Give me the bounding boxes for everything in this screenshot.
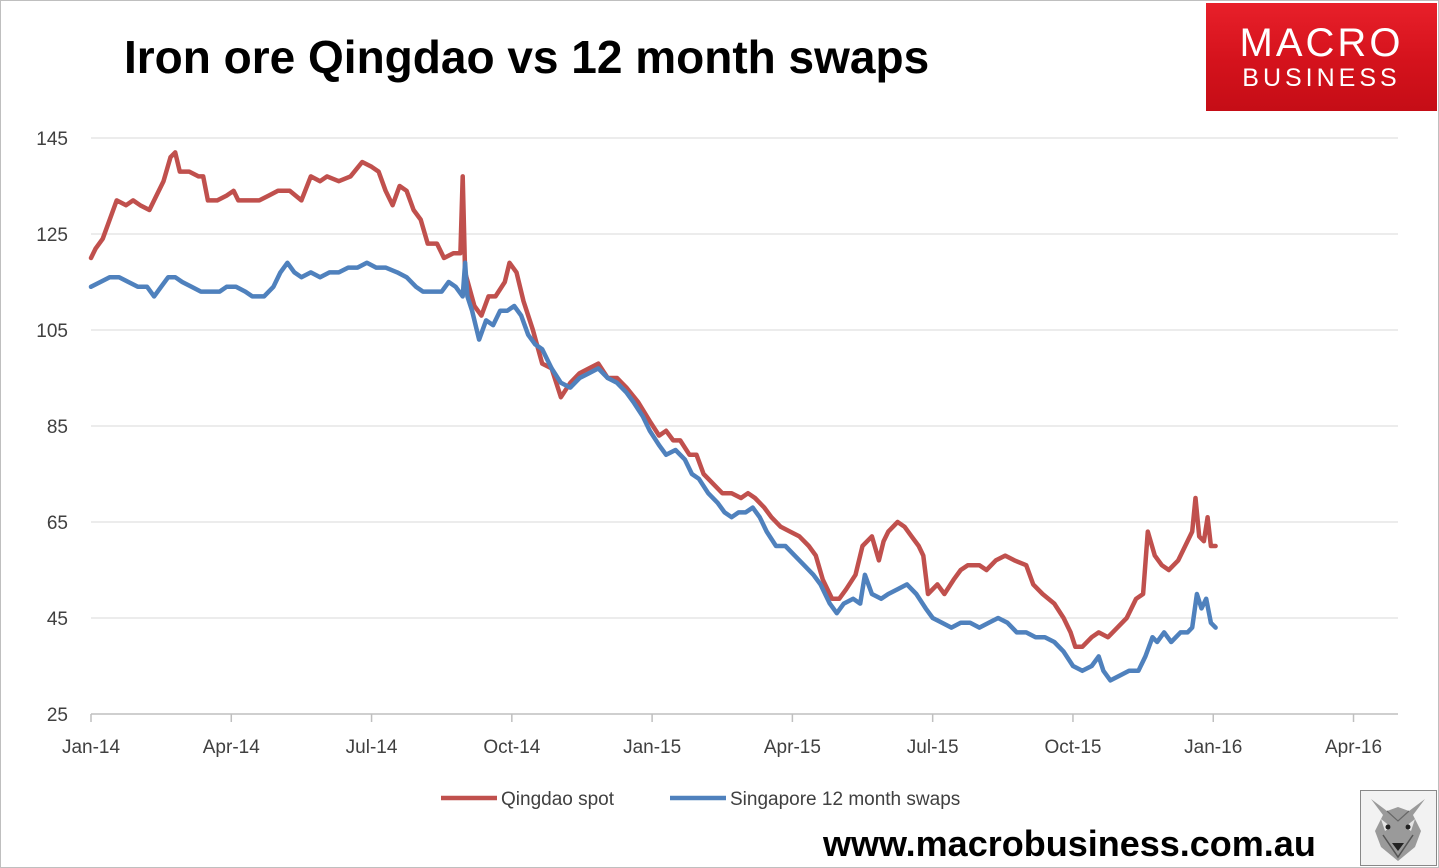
chart-title: Iron ore Qingdao vs 12 month swaps	[124, 31, 930, 83]
macrobusiness-logo: MACRO BUSINESS	[1206, 3, 1437, 111]
wolf-head-icon	[1360, 790, 1437, 866]
y-tick-label: 85	[47, 417, 68, 438]
y-tick-label: 145	[36, 129, 68, 150]
x-tick-label: Jan-15	[623, 737, 681, 758]
footer-url: www.macrobusiness.com.au	[823, 823, 1316, 864]
legend-label: Qingdao spot	[501, 789, 615, 810]
x-tick-label: Jan-16	[1184, 737, 1242, 758]
series-lines	[88, 150, 1218, 683]
y-axis-ticks: 25 45 65 85 105 125 145	[36, 129, 68, 726]
x-tick-label: Oct-14	[483, 737, 540, 758]
series-line-singapore-swaps	[88, 260, 1218, 683]
x-tick-label: Jan-14	[62, 737, 121, 758]
x-tick-label: Apr-15	[764, 737, 821, 758]
x-tick-label: Apr-14	[203, 737, 260, 758]
gridlines	[91, 137, 1398, 619]
legend-label: Singapore 12 month swaps	[730, 789, 960, 810]
y-tick-label: 105	[36, 321, 68, 342]
y-tick-label: 25	[47, 705, 68, 726]
series-line-qingdao-spot	[88, 150, 1218, 650]
legend: Qingdao spot Singapore 12 month swaps	[441, 789, 960, 810]
x-axis: Jan-14 Apr-14 Jul-14 Oct-14 Jan-15 Apr-15 Jul-…	[62, 713, 1398, 758]
logo-line-business: BUSINESS	[1242, 64, 1401, 92]
y-tick-label: 125	[36, 225, 68, 246]
x-tick-label: Jul-15	[907, 737, 959, 758]
y-tick-label: 45	[47, 609, 68, 630]
x-tick-label: Oct-15	[1044, 737, 1101, 758]
x-tick-label: Jul-14	[346, 737, 398, 758]
y-tick-label: 65	[47, 513, 68, 534]
x-tick-label: Apr-16	[1325, 737, 1382, 758]
logo-line-macro: MACRO	[1239, 21, 1404, 65]
